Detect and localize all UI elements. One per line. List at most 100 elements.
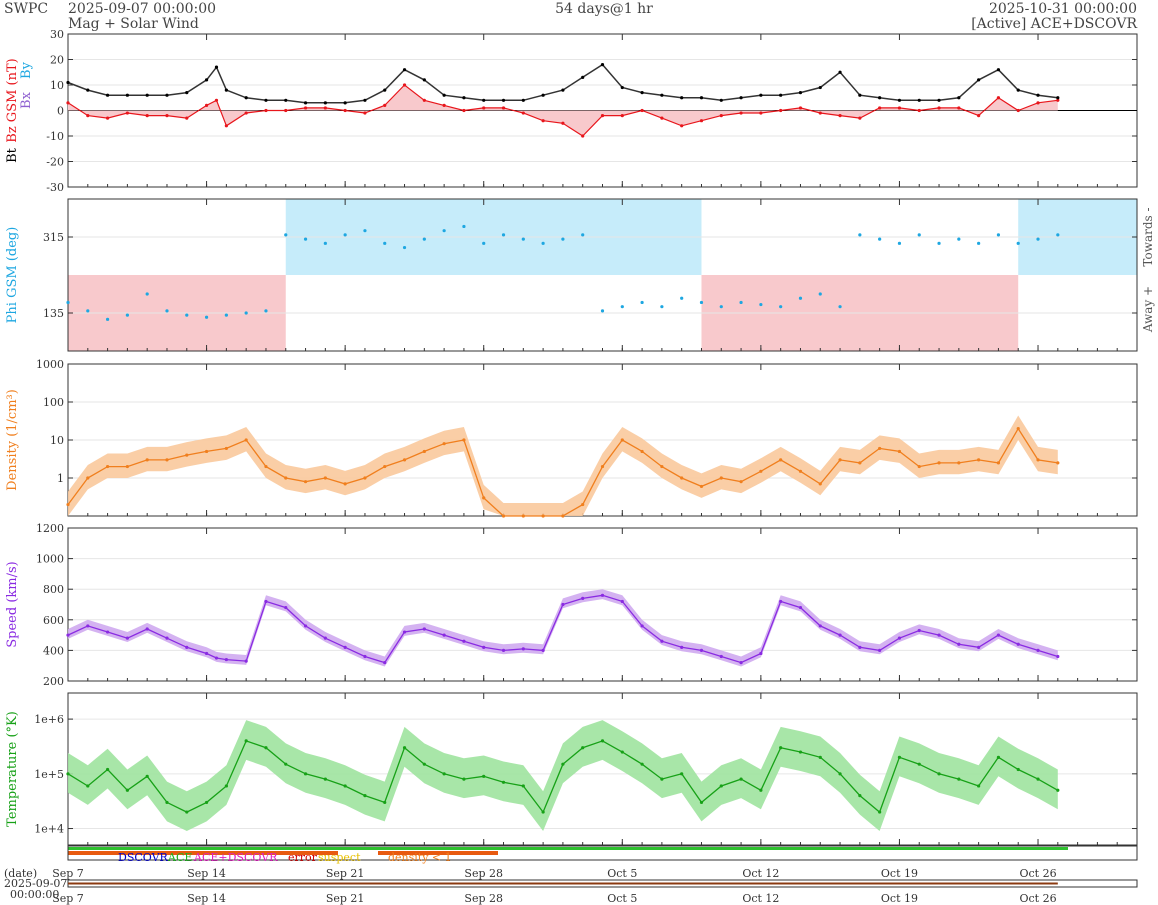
phi-point <box>660 305 664 309</box>
phi-point <box>897 241 902 245</box>
y-tick-label: 1e+4 <box>34 823 64 836</box>
temperature-point <box>977 784 981 788</box>
x-tick-label: Sep 14 <box>187 867 226 880</box>
bt-point <box>779 93 783 97</box>
source-strip: DSCOVR ACE ACE+DSCOVR error suspect density <… <box>67 845 1138 864</box>
bz-point <box>244 111 248 115</box>
y-tick-label: 135 <box>43 307 64 320</box>
temperature-point <box>343 784 347 788</box>
speed-point <box>1036 648 1040 653</box>
phi-point <box>798 296 803 300</box>
density-point <box>501 514 506 518</box>
bz-point <box>1016 108 1020 113</box>
bt-point <box>482 98 486 102</box>
temperature-point <box>145 774 149 778</box>
speed-point <box>125 636 129 640</box>
bt-point <box>224 88 228 92</box>
x-tick-label: Oct 12 <box>742 892 779 905</box>
strip-label: DSCOVR <box>118 851 169 864</box>
bt-point <box>165 93 169 97</box>
temperature-point <box>521 784 525 788</box>
density-point <box>699 484 704 489</box>
temperature-band <box>68 720 1058 831</box>
bt-point <box>264 98 268 102</box>
bt-point <box>284 98 288 102</box>
bz-point <box>66 101 70 105</box>
speed-point <box>224 657 228 662</box>
phi-point <box>759 302 763 307</box>
density-point <box>145 458 149 462</box>
y-tick-label: 1e+6 <box>34 713 64 726</box>
bz-point <box>501 106 506 110</box>
density-point <box>303 480 308 484</box>
by-legend-label: By <box>19 61 34 79</box>
temperature-point <box>86 784 90 788</box>
x-tick-label: Sep 21 <box>326 867 365 880</box>
y-tick-label: 0 <box>57 105 64 118</box>
speed-point <box>323 636 327 640</box>
bz-point <box>779 108 783 113</box>
temperature-point <box>402 746 407 750</box>
bt-point <box>105 93 110 97</box>
density-point <box>818 482 822 486</box>
speed-point <box>798 605 803 610</box>
y-tick-label: 315 <box>43 231 64 244</box>
speed-point <box>620 599 624 604</box>
header-subtitle: Mag + Solar Wind <box>68 16 199 32</box>
bz-point <box>383 103 387 107</box>
phi-point <box>818 292 822 296</box>
temperature-point <box>620 750 624 754</box>
speed-band <box>68 589 1058 667</box>
speed-point <box>719 654 723 659</box>
bz-point <box>600 114 605 118</box>
temperature-point <box>125 788 129 792</box>
density-point <box>977 458 981 462</box>
temperature-point <box>383 800 387 805</box>
bz-point <box>897 106 902 110</box>
density-point <box>996 461 1001 465</box>
x-axis: Sep 7 Sep 7 Sep 14 Sep 14 Sep 21 Sep 21 Sep 28… <box>52 867 1138 905</box>
bt-point <box>521 98 525 102</box>
bz-point <box>442 103 446 107</box>
bt-point <box>680 96 684 100</box>
speed-point <box>660 639 664 643</box>
temperature-point <box>957 777 961 781</box>
bt-point <box>323 101 327 105</box>
phi-point <box>561 237 565 241</box>
bt-point <box>541 93 545 97</box>
bt-point <box>145 93 149 97</box>
y-tick-label: 1e+5 <box>34 768 64 781</box>
density-point <box>422 449 426 454</box>
speed-point <box>462 639 466 643</box>
phi-point <box>858 233 862 237</box>
bz-point <box>462 108 466 113</box>
temperature-point <box>541 810 545 814</box>
phi-point <box>1056 233 1060 237</box>
y-tick-label: -20 <box>46 156 64 169</box>
temperature-point <box>878 810 882 814</box>
bz-point <box>620 114 624 118</box>
y-tick-label: 1000 <box>36 358 64 371</box>
speed-point <box>185 645 189 649</box>
density-point <box>165 458 169 462</box>
x-tick-label: Sep 28 <box>464 892 503 905</box>
bz-point <box>1036 101 1040 105</box>
temperature-point <box>858 793 862 798</box>
bt-point <box>977 78 981 82</box>
speed-point <box>541 648 545 653</box>
density-point <box>838 458 842 462</box>
y-tick-label: 200 <box>43 675 64 688</box>
x-tick-label: Oct 12 <box>742 867 779 880</box>
speed-point <box>214 656 219 660</box>
bt-point <box>1056 96 1060 100</box>
bt-point <box>66 80 70 85</box>
bt-point <box>937 98 941 102</box>
x-tick-label: Sep 7 <box>52 867 84 880</box>
bz-point <box>145 114 149 118</box>
density-point <box>383 464 387 469</box>
bz-point <box>204 103 209 107</box>
bt-point <box>402 68 407 72</box>
bt-point <box>957 96 961 100</box>
y-tick-label: -30 <box>46 181 64 194</box>
bt-point <box>660 93 664 97</box>
